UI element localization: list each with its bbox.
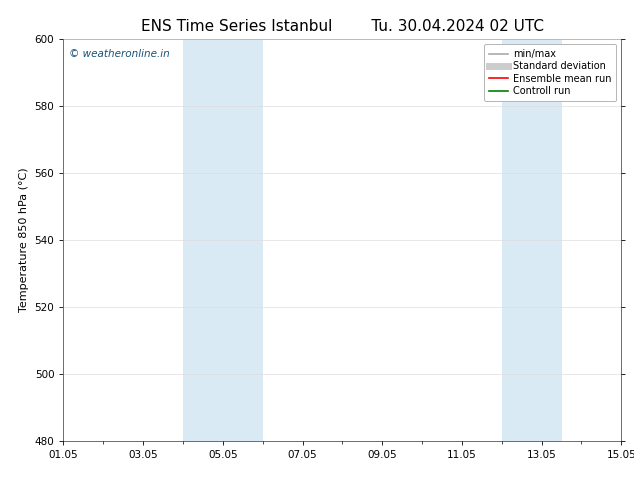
Y-axis label: Temperature 850 hPa (°C): Temperature 850 hPa (°C) [19, 168, 29, 313]
Legend: min/max, Standard deviation, Ensemble mean run, Controll run: min/max, Standard deviation, Ensemble me… [484, 44, 616, 101]
Title: ENS Time Series Istanbul        Tu. 30.04.2024 02 UTC: ENS Time Series Istanbul Tu. 30.04.2024 … [141, 19, 544, 34]
Text: © weatheronline.in: © weatheronline.in [69, 49, 170, 59]
Bar [183, 39, 262, 441]
Bar [501, 39, 562, 441]
